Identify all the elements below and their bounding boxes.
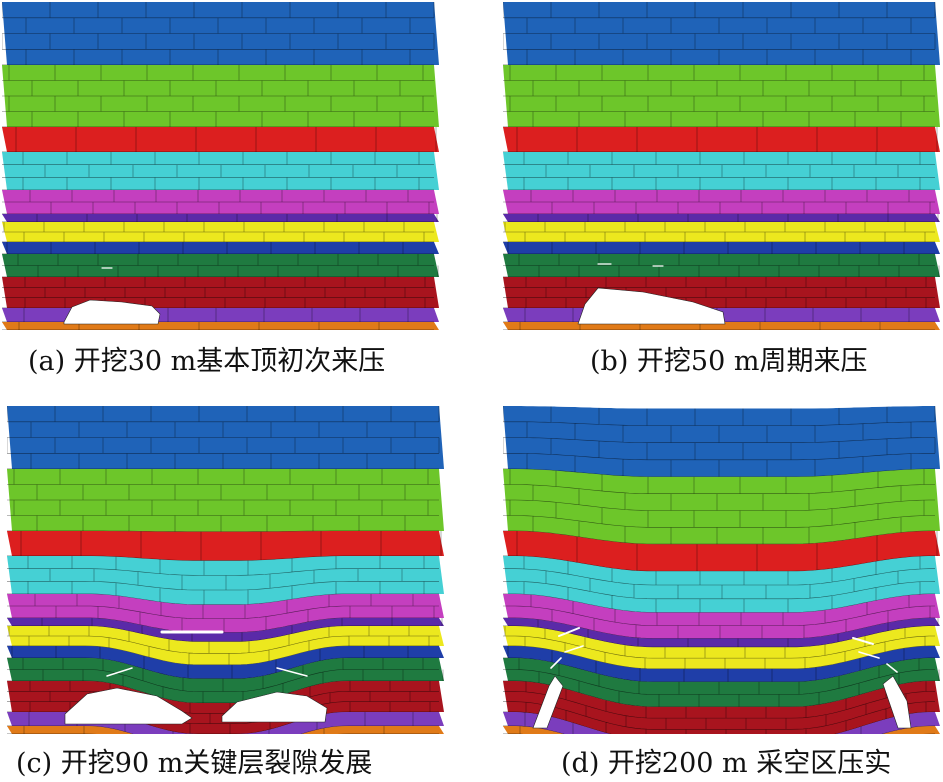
panel-b-excavation-50m — [503, 2, 940, 330]
goaf-voids — [577, 263, 726, 325]
strata-model-c — [7, 406, 444, 734]
layer-orange_base — [503, 726, 940, 734]
layer-dark_green — [503, 254, 940, 278]
layer-cyan — [2, 152, 439, 191]
layer-blue_top — [503, 406, 940, 478]
layer-dark_green — [2, 254, 439, 278]
goaf-voids — [532, 627, 912, 729]
layer-purple_thin — [503, 214, 940, 223]
strata-layers — [2, 2, 439, 330]
layer-blue_top — [2, 2, 439, 66]
layer-red — [503, 127, 940, 153]
layer-green — [503, 65, 940, 128]
layer-magenta — [2, 190, 439, 215]
panel-c-excavation-90m — [7, 406, 444, 734]
layer-blue_top — [7, 406, 444, 470]
layer-purple_thin — [2, 214, 439, 223]
layer-magenta — [503, 190, 940, 215]
layer-red — [503, 531, 940, 572]
caption-b: (b) 开挖50 m周期来压 — [590, 346, 868, 377]
layer-dark_red — [2, 277, 439, 309]
goaf-voids — [63, 267, 161, 325]
caption-d: (d) 开挖200 m 采空区压实 — [561, 748, 892, 779]
layer-red — [2, 127, 439, 153]
strata-layers — [503, 406, 940, 734]
panel-a-excavation-30m — [2, 2, 439, 330]
layer-dark_red — [503, 277, 940, 309]
caption-c: (c) 开挖90 m关键层裂隙发展 — [16, 748, 373, 779]
goaf-voids — [64, 630, 328, 725]
strata-layers — [503, 2, 940, 330]
layer-orange_base — [7, 726, 444, 734]
strata-model-d — [503, 406, 940, 734]
strata-model-a — [2, 2, 439, 330]
layer-blue_top — [503, 2, 940, 66]
layer-green — [2, 65, 439, 128]
layer-navy — [2, 242, 439, 255]
layer-cyan — [503, 152, 940, 191]
strata-layers — [7, 406, 444, 734]
caption-a: (a) 开挖30 m基本顶初次来压 — [28, 346, 386, 377]
layer-green — [7, 469, 444, 533]
layer-yellow — [2, 222, 439, 243]
layer-green — [503, 469, 940, 545]
panel-d-excavation-200m — [503, 406, 940, 734]
strata-model-b — [503, 2, 940, 330]
layer-yellow — [503, 222, 940, 243]
layer-navy — [503, 242, 940, 255]
